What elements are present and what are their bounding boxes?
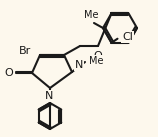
- Text: N: N: [75, 60, 83, 70]
- Text: N: N: [45, 91, 53, 101]
- Text: Me: Me: [84, 10, 98, 20]
- Text: O: O: [94, 51, 102, 61]
- Text: Me: Me: [89, 56, 103, 66]
- Text: Br: Br: [19, 46, 31, 56]
- Text: Cl: Cl: [122, 32, 133, 42]
- Text: M: M: [90, 56, 99, 66]
- Text: O: O: [4, 68, 13, 78]
